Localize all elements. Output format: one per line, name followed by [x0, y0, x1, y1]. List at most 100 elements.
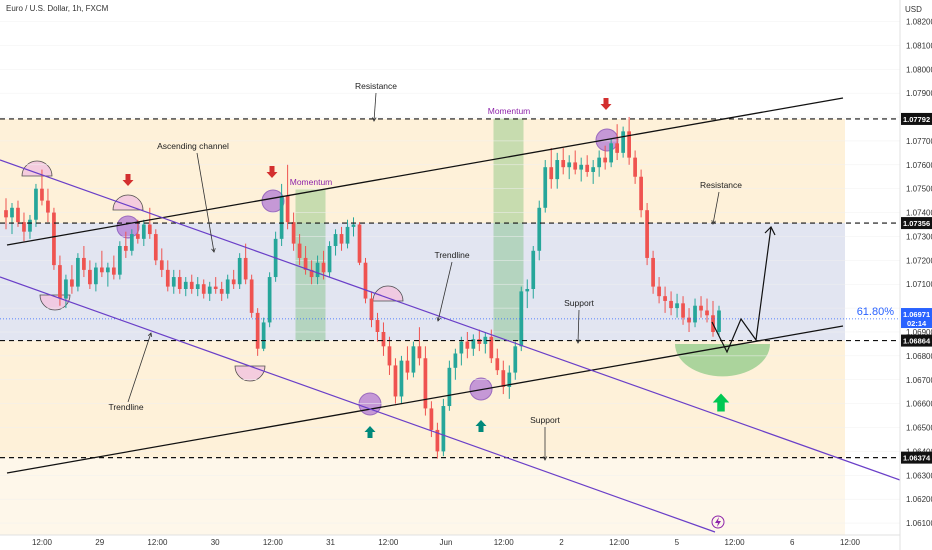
candle	[471, 334, 476, 356]
candle-body	[321, 262, 326, 273]
candle-body	[291, 222, 296, 244]
candle-body	[159, 260, 164, 270]
candle	[94, 262, 98, 292]
projection-arrowhead	[764, 225, 776, 236]
candle-body	[471, 339, 476, 349]
candle	[273, 231, 278, 282]
candle	[267, 272, 272, 328]
candle-body	[285, 195, 290, 223]
candle	[651, 250, 655, 294]
candle-body	[537, 207, 542, 251]
annotation-label: Resistance	[700, 180, 742, 190]
price-tick-label: 1.06600	[906, 400, 932, 409]
candle-body	[591, 167, 596, 172]
candle	[609, 138, 614, 168]
candle-body	[573, 162, 578, 170]
candle-body	[100, 267, 104, 273]
candle	[58, 255, 62, 306]
candle	[657, 277, 661, 304]
candle	[52, 207, 56, 270]
candle-body	[465, 341, 470, 349]
candle-body	[141, 224, 146, 239]
candle	[549, 148, 554, 189]
candle-body	[669, 300, 673, 309]
candle	[10, 203, 14, 235]
candles	[4, 117, 721, 459]
candle	[76, 253, 80, 292]
price-tick-label: 1.07200	[906, 256, 932, 265]
price-tick-label: 1.07100	[906, 280, 932, 289]
candle	[423, 346, 428, 416]
time-tick-label: 5	[675, 538, 680, 547]
annotation-arrowhead	[371, 117, 377, 122]
candle-body	[52, 212, 56, 266]
candle-body	[579, 164, 584, 170]
candle	[663, 286, 667, 313]
annotation-pointer	[577, 309, 580, 344]
downtrend-line-upper	[0, 159, 901, 481]
candle	[585, 155, 590, 177]
candle	[597, 150, 602, 177]
candle	[561, 148, 566, 175]
candle-body	[46, 200, 50, 213]
annotation-arrowhead	[542, 456, 548, 461]
candle-body	[88, 269, 92, 285]
candle-body	[351, 224, 356, 227]
candle	[393, 358, 398, 404]
channel-lower-line	[6, 325, 844, 474]
price-tick-label: 1.06500	[906, 424, 932, 433]
candle-body	[213, 286, 218, 289]
annotation-label: Support	[530, 415, 560, 425]
up-arrow-icon	[475, 420, 487, 432]
candle-body	[82, 257, 86, 270]
candle-body	[633, 157, 637, 177]
price-tick-label: 1.07500	[906, 185, 932, 194]
candle-body	[40, 188, 44, 201]
candle-body	[309, 269, 314, 278]
candle	[153, 229, 158, 266]
candle	[417, 327, 422, 366]
candle-body	[405, 360, 410, 373]
annotation-arrowhead	[575, 339, 581, 344]
candle-body	[549, 167, 554, 180]
candle	[279, 183, 284, 247]
time-tick-label: 31	[326, 538, 335, 547]
annotation-arrowhead	[436, 317, 441, 322]
channel-upper-line	[6, 97, 844, 246]
symbol-title: Euro / U.S. Dollar, 1h, FXCM	[6, 4, 109, 13]
candle	[453, 348, 458, 380]
candle-body	[219, 288, 224, 294]
time-tick-label: 12:00	[840, 538, 861, 547]
price-tick-label: 1.08100	[906, 41, 932, 50]
candle-body	[34, 188, 38, 220]
candle-body	[699, 305, 703, 311]
level-price-text: 1.06864	[903, 337, 931, 346]
candle-body	[363, 262, 368, 299]
candle	[351, 217, 356, 237]
candle	[603, 145, 608, 170]
time-tick-label: 12:00	[609, 538, 630, 547]
price-tick-label: 1.06900	[906, 328, 932, 337]
candle	[117, 241, 122, 280]
candle-body	[64, 279, 68, 299]
candle	[129, 229, 134, 256]
candle	[513, 341, 518, 380]
candle	[327, 241, 332, 278]
level-price-text: 1.07792	[903, 115, 930, 124]
candle-body	[639, 176, 643, 211]
candle-body	[657, 286, 661, 297]
candle-body	[489, 336, 494, 359]
candle-body	[267, 277, 272, 323]
candle-body	[201, 284, 206, 294]
candle-body	[717, 310, 721, 332]
annotation-arrowhead	[711, 220, 716, 225]
level-price-text: 1.07356	[903, 219, 930, 228]
candle-body	[16, 207, 20, 223]
countdown-text: 02:14	[907, 319, 927, 328]
candle-body	[261, 322, 266, 349]
candle	[82, 246, 86, 278]
candle-body	[693, 305, 697, 323]
candle	[627, 117, 631, 165]
candle-body	[147, 224, 152, 235]
